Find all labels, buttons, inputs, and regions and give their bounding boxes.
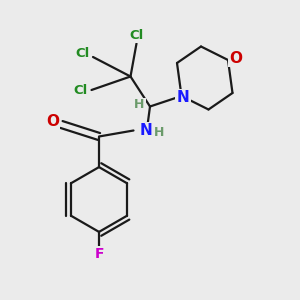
Text: F: F bbox=[94, 247, 104, 261]
Text: Cl: Cl bbox=[73, 83, 87, 97]
Text: H: H bbox=[154, 126, 164, 140]
Text: O: O bbox=[46, 114, 59, 129]
Text: Cl: Cl bbox=[75, 47, 90, 61]
Text: Cl: Cl bbox=[129, 28, 144, 42]
Text: N: N bbox=[177, 90, 189, 105]
Text: O: O bbox=[229, 51, 242, 66]
Text: N: N bbox=[140, 123, 152, 138]
Text: H: H bbox=[134, 98, 145, 112]
